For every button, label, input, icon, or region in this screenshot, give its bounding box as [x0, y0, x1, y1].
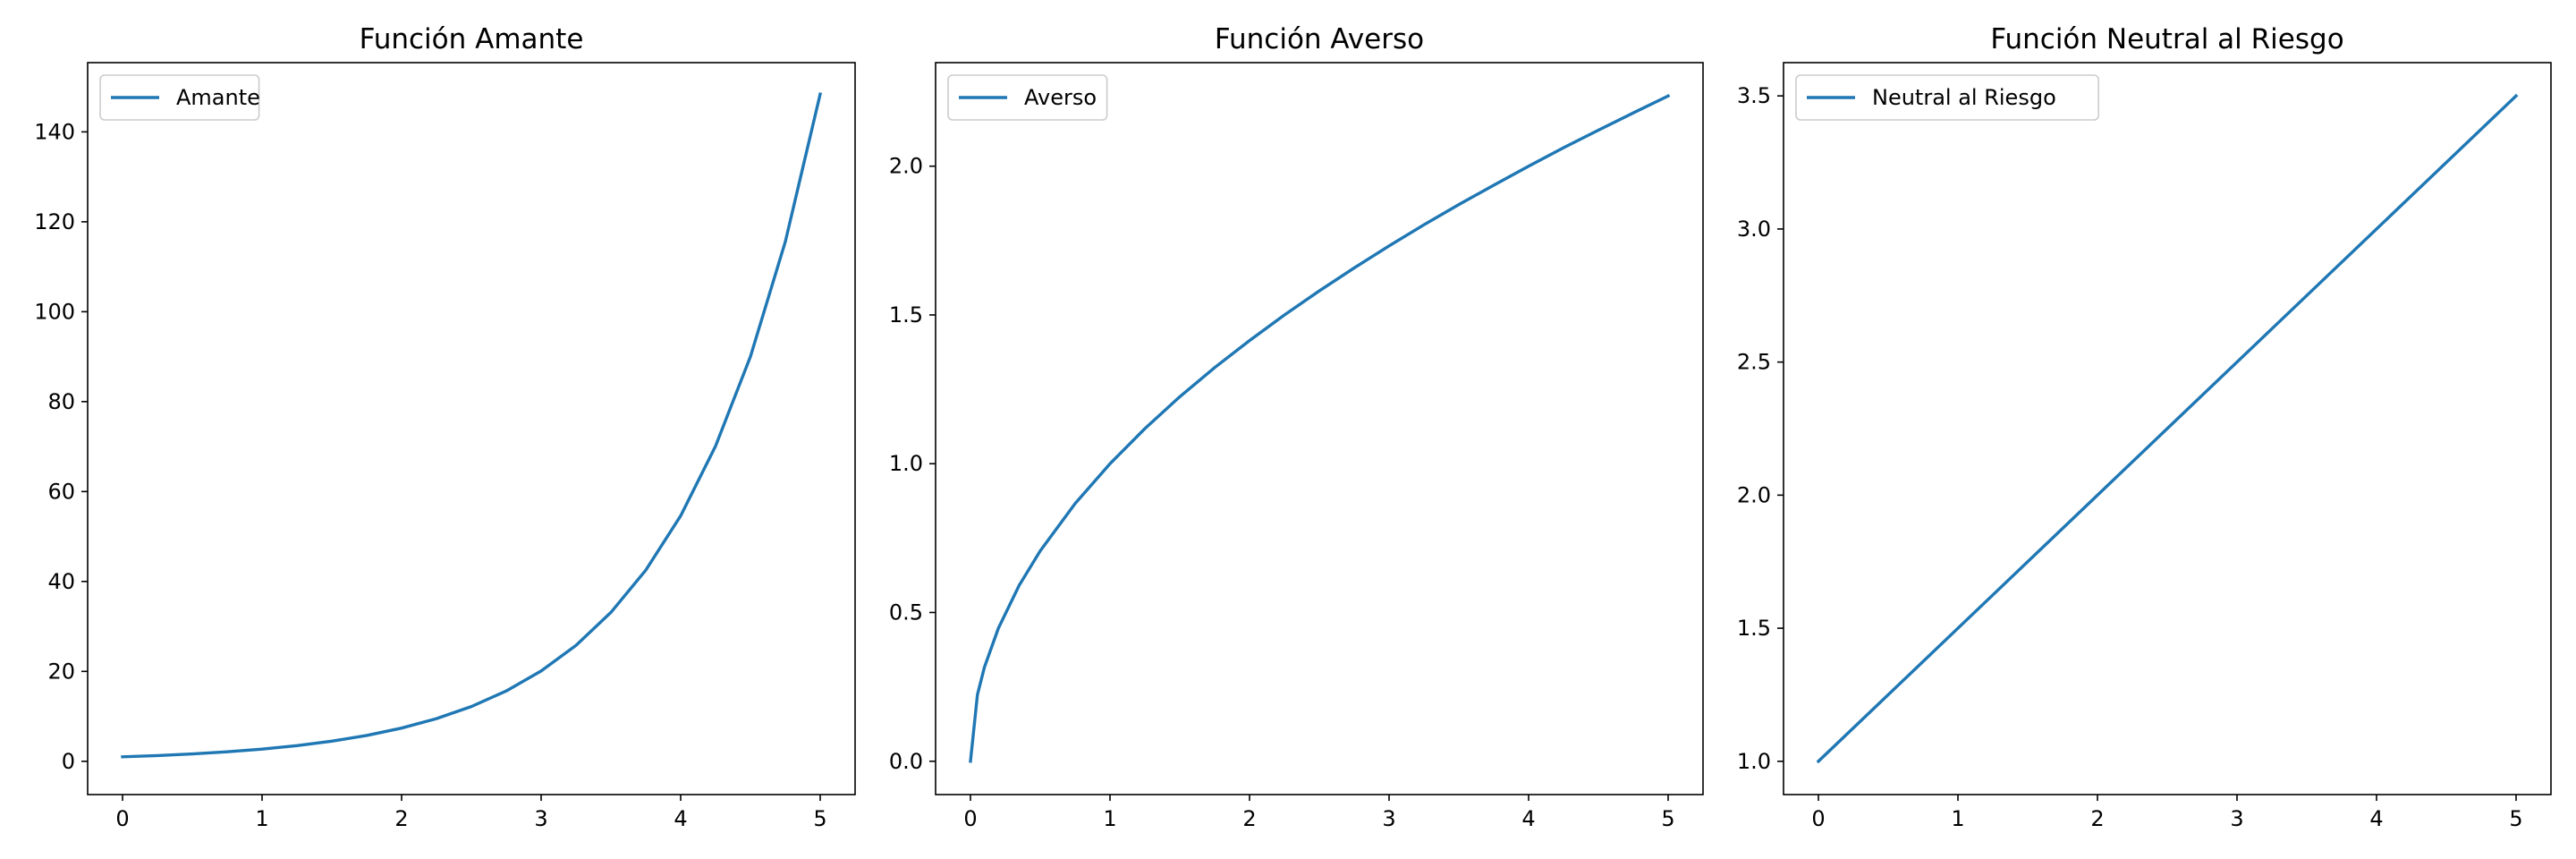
series-line-1: [1816, 93, 2519, 764]
y-tick-label: 3.0: [1737, 217, 1771, 242]
x-tick-label: 3: [1382, 806, 1395, 831]
chart-title: Función Amante: [360, 23, 584, 55]
y-tick-label: 2.5: [1737, 350, 1771, 375]
x-tick-label: 2: [1242, 806, 1256, 831]
y-tick-label: 100: [34, 299, 75, 324]
series-line-1: [969, 93, 1671, 763]
legend-box: [1795, 74, 2100, 121]
y-tick-label: 40: [47, 569, 75, 594]
legend: Neutral al Riesgo: [1795, 74, 2100, 121]
x-tick-label: 1: [255, 806, 268, 831]
x-tick-label: 0: [1811, 806, 1825, 831]
x-tick-label: 2: [394, 806, 408, 831]
axes-frame: [935, 62, 1704, 795]
y-tick-label: 120: [34, 209, 75, 234]
x-tick-label: 0: [115, 806, 129, 831]
y-tick-label: 1.0: [889, 451, 923, 476]
y-tick-label: 0.0: [889, 749, 923, 774]
subplot-3: Función Neutral al Riesgo 0 1 2 3 4 5 1.0 1.5 2.0…: [1737, 23, 2552, 831]
legend-box: [947, 74, 1108, 121]
x-tick-label: 3: [534, 806, 547, 831]
y-tick-label: 1.5: [1737, 616, 1771, 641]
y-tick-label: 2.0: [1737, 482, 1771, 507]
x-tick-label: 4: [2369, 806, 2383, 831]
x-tick-label: 2: [2090, 806, 2104, 831]
legend: Averso: [947, 74, 1108, 121]
x-tick-label: 5: [813, 806, 826, 831]
y-tick-label: 0.5: [889, 600, 923, 625]
axes-frame: [87, 62, 856, 795]
subplot-1: Función Amante 0 1 2 3 4 5 0 20 40 60 80 100 120 140 Am…: [34, 23, 856, 831]
axes-frame: [1783, 62, 2552, 795]
series-line-1: [121, 92, 823, 759]
x-tick-label: 0: [963, 806, 977, 831]
subplot-2: Función Averso 0 1 2 3 4 5 0.0 0.5 1.0 1.5 2.0 Avers…: [889, 23, 1704, 831]
y-tick-label: 80: [47, 389, 75, 414]
x-tick-label: 3: [2230, 806, 2243, 831]
legend-label: Neutral al Riesgo: [1872, 85, 2056, 110]
legend-box: [99, 74, 260, 121]
chart-title: Función Neutral al Riesgo: [1990, 23, 2343, 55]
y-tick-label: 0: [62, 749, 75, 774]
x-tick-label: 5: [1661, 806, 1674, 831]
legend-label: Averso: [1024, 85, 1097, 110]
y-tick-label: 20: [47, 659, 75, 684]
y-tick-label: 1.0: [1737, 749, 1771, 774]
legend: Amante: [99, 74, 260, 121]
y-tick-label: 2.0: [889, 154, 923, 179]
x-tick-label: 1: [1951, 806, 1964, 831]
x-tick-label: 4: [674, 806, 687, 831]
x-tick-label: 5: [2509, 806, 2522, 831]
x-tick-label: 1: [1103, 806, 1116, 831]
legend-label: Amante: [176, 85, 260, 110]
y-tick-label: 3.5: [1737, 83, 1771, 108]
y-tick-label: 140: [34, 119, 75, 144]
y-tick-label: 60: [47, 479, 75, 504]
y-tick-label: 1.5: [889, 302, 923, 327]
x-tick-label: 4: [1521, 806, 1535, 831]
chart-title: Función Averso: [1215, 23, 1424, 55]
